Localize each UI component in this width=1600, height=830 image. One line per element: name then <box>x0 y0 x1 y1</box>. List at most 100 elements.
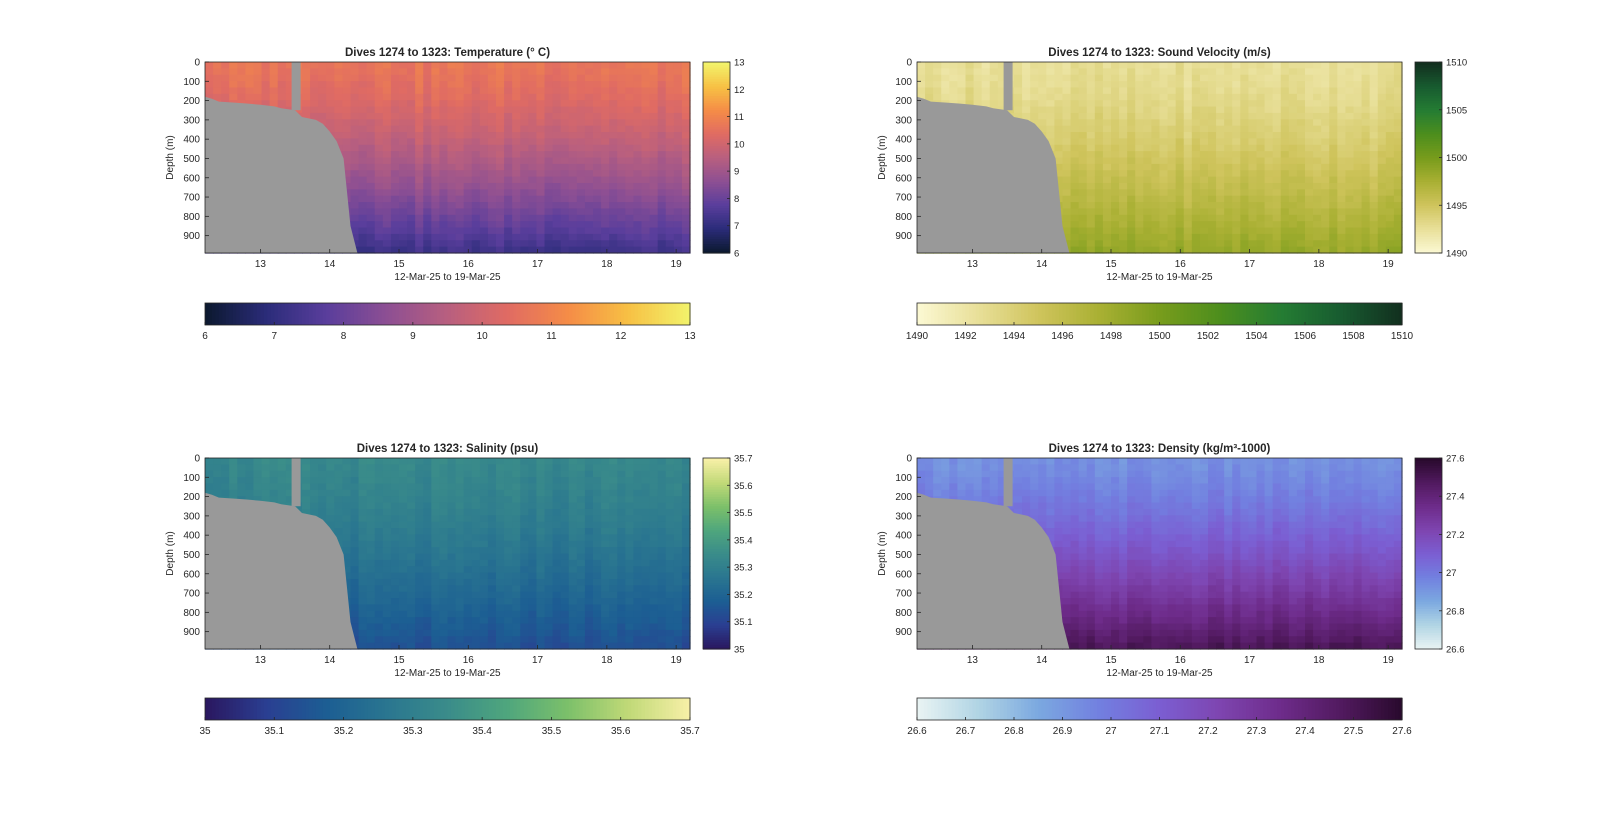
heatmap-cell <box>277 62 287 69</box>
heatmap-cell <box>1014 87 1023 95</box>
heatmap-cell <box>342 74 352 82</box>
heatmap-cell <box>1321 208 1330 216</box>
heatmap-cell <box>593 62 602 69</box>
heatmap-cell <box>1127 81 1136 89</box>
heatmap-cell <box>463 163 473 171</box>
heatmap-cell <box>1337 87 1347 95</box>
heatmap-cell <box>1385 221 1395 229</box>
heatmap-cell <box>1264 189 1274 197</box>
colorbar-swatch <box>229 303 234 325</box>
heatmap-cell <box>1353 93 1363 101</box>
colorbar-swatch <box>322 303 327 325</box>
heatmap-cell <box>431 170 441 178</box>
colorbar-swatch <box>1007 303 1012 325</box>
heatmap-cell <box>285 87 295 95</box>
colorbar-swatch <box>534 303 539 325</box>
heatmap-cell <box>269 489 279 497</box>
heatmap-cell <box>576 227 586 235</box>
heatmap-cell <box>1305 74 1314 82</box>
heatmap-cell <box>1175 144 1185 152</box>
colorbar-swatch <box>1415 198 1442 202</box>
heatmap-cell <box>382 240 392 248</box>
heatmap-cell <box>399 623 408 631</box>
heatmap-cell <box>1240 81 1250 89</box>
colorbar-swatch <box>593 303 598 325</box>
heatmap-cell <box>350 464 360 472</box>
heatmap-cell <box>1337 112 1347 120</box>
heatmap-cell <box>1353 119 1363 127</box>
colorbar-swatch <box>1138 303 1143 325</box>
heatmap-cell <box>1111 208 1120 216</box>
heatmap-cell <box>1127 170 1136 178</box>
heatmap-cell <box>568 100 578 108</box>
heatmap-cell <box>649 227 659 235</box>
heatmap-cell <box>1288 227 1298 235</box>
heatmap-cell <box>237 483 247 491</box>
heatmap-cell <box>382 151 392 159</box>
heatmap-cell <box>1240 74 1250 82</box>
heatmap-cell <box>382 464 392 472</box>
heatmap-cell <box>399 547 408 555</box>
heatmap-cell <box>512 87 521 95</box>
heatmap-cell <box>633 100 643 108</box>
heatmap-cell <box>447 170 457 178</box>
heatmap-cell <box>350 547 360 555</box>
heatmap-cell <box>399 81 408 89</box>
colorbar-swatch <box>703 116 730 120</box>
heatmap-cell <box>399 106 408 114</box>
colorbar-swatch <box>1322 303 1327 325</box>
heatmap-cell <box>593 138 602 146</box>
heatmap-cell <box>625 182 635 190</box>
heatmap-cell <box>237 87 247 95</box>
heatmap-cell <box>1385 182 1395 190</box>
heatmap-cell <box>681 246 691 254</box>
heatmap-cell <box>609 233 618 241</box>
heatmap-cell <box>520 151 529 159</box>
heatmap-cell <box>1151 233 1161 241</box>
heatmap-cell <box>973 93 983 101</box>
heatmap-cell <box>520 81 529 89</box>
heatmap-cell <box>1272 176 1282 184</box>
heatmap-cell <box>1313 202 1322 210</box>
heatmap-cell <box>431 246 441 254</box>
colorbar-swatch <box>1204 303 1209 325</box>
heatmap-cell <box>1208 189 1217 197</box>
heatmap-cell <box>536 112 546 120</box>
heatmap-cell <box>601 144 610 152</box>
heatmap-cell <box>1151 214 1161 222</box>
heatmap-cell <box>1151 195 1161 203</box>
heatmap-cell <box>237 74 247 82</box>
heatmap-cell <box>1143 119 1153 127</box>
heatmap-cell <box>1232 208 1241 216</box>
heatmap-cell <box>1135 144 1144 152</box>
heatmap-cell <box>1377 227 1387 235</box>
heatmap-cell <box>1345 163 1355 171</box>
heatmap-cell <box>326 125 335 133</box>
heatmap-cell <box>665 144 675 152</box>
heatmap-cell <box>1054 119 1064 127</box>
heatmap-cell <box>617 62 626 69</box>
heatmap-cell <box>358 636 368 644</box>
heatmap-cell <box>390 489 400 497</box>
colorbar-swatch <box>703 140 730 144</box>
y-tick-label: 600 <box>183 173 200 184</box>
heatmap-cell <box>1078 240 1088 248</box>
heatmap-cell <box>237 81 247 89</box>
heatmap-cell <box>1070 240 1080 248</box>
heatmap-cell <box>1313 112 1322 120</box>
heatmap-cell <box>949 74 959 82</box>
colorbar-swatch <box>1287 303 1292 325</box>
heatmap-cell <box>390 508 400 516</box>
heatmap-cell <box>1078 208 1088 216</box>
heatmap-cell <box>1175 208 1185 216</box>
heatmap-cell <box>593 106 602 114</box>
heatmap-cell <box>471 208 481 216</box>
heatmap-cell <box>1167 214 1177 222</box>
heatmap-cell <box>390 93 400 101</box>
heatmap-cell <box>302 496 311 504</box>
heatmap-cell <box>609 246 618 254</box>
heatmap-cell <box>1337 202 1347 210</box>
heatmap-cell <box>285 464 295 472</box>
heatmap-cell <box>657 138 667 146</box>
heatmap-cell <box>1102 132 1112 139</box>
